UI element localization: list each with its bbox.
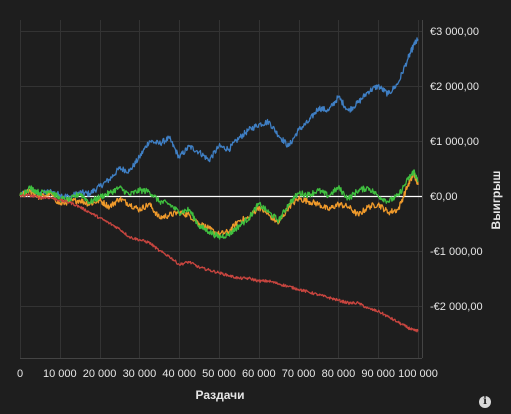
series-lines [19,37,419,333]
info-icon[interactable]: i [479,396,491,408]
x-tick-label: 10 000 [43,368,77,380]
y-tick-label: -€1 000,00 [430,246,483,258]
y-tick-label: €0,00 [430,191,458,203]
x-tick-label: 80 000 [322,368,356,380]
series-line-3 [19,169,419,240]
series-line-4 [19,193,419,333]
series-line-2 [19,172,419,237]
y-tick-label: €2 000,00 [430,81,479,93]
x-tick-label: 60 000 [242,368,276,380]
x-axis-title: Раздачи [196,388,245,402]
y-tick-labels: €3 000,00 €2 000,00 €1 000,00 €0,00 -€1 000,… [430,26,483,313]
y-tick-label: €3 000,00 [430,26,479,38]
grid [20,20,423,359]
x-tick-label: 30 000 [123,368,157,380]
x-tick-label: 0 [17,368,23,380]
x-tick-label: 20 000 [83,368,117,380]
x-tick-label: 40 000 [162,368,196,380]
x-tick-label: 70 000 [282,368,316,380]
y-axis-title: Выигрыш [489,171,503,230]
x-tick-labels: 0 10 000 20 000 30 000 40 000 50 000 60 000 70 … [17,368,438,380]
y-tick-label: €1 000,00 [430,136,479,148]
series-line-1 [19,37,419,201]
x-tick-label: 90 000 [361,368,395,380]
x-tick-label: 50 000 [202,368,236,380]
y-tick-label: -€2 000,00 [430,301,483,313]
x-tick-label: 100 000 [398,368,438,380]
